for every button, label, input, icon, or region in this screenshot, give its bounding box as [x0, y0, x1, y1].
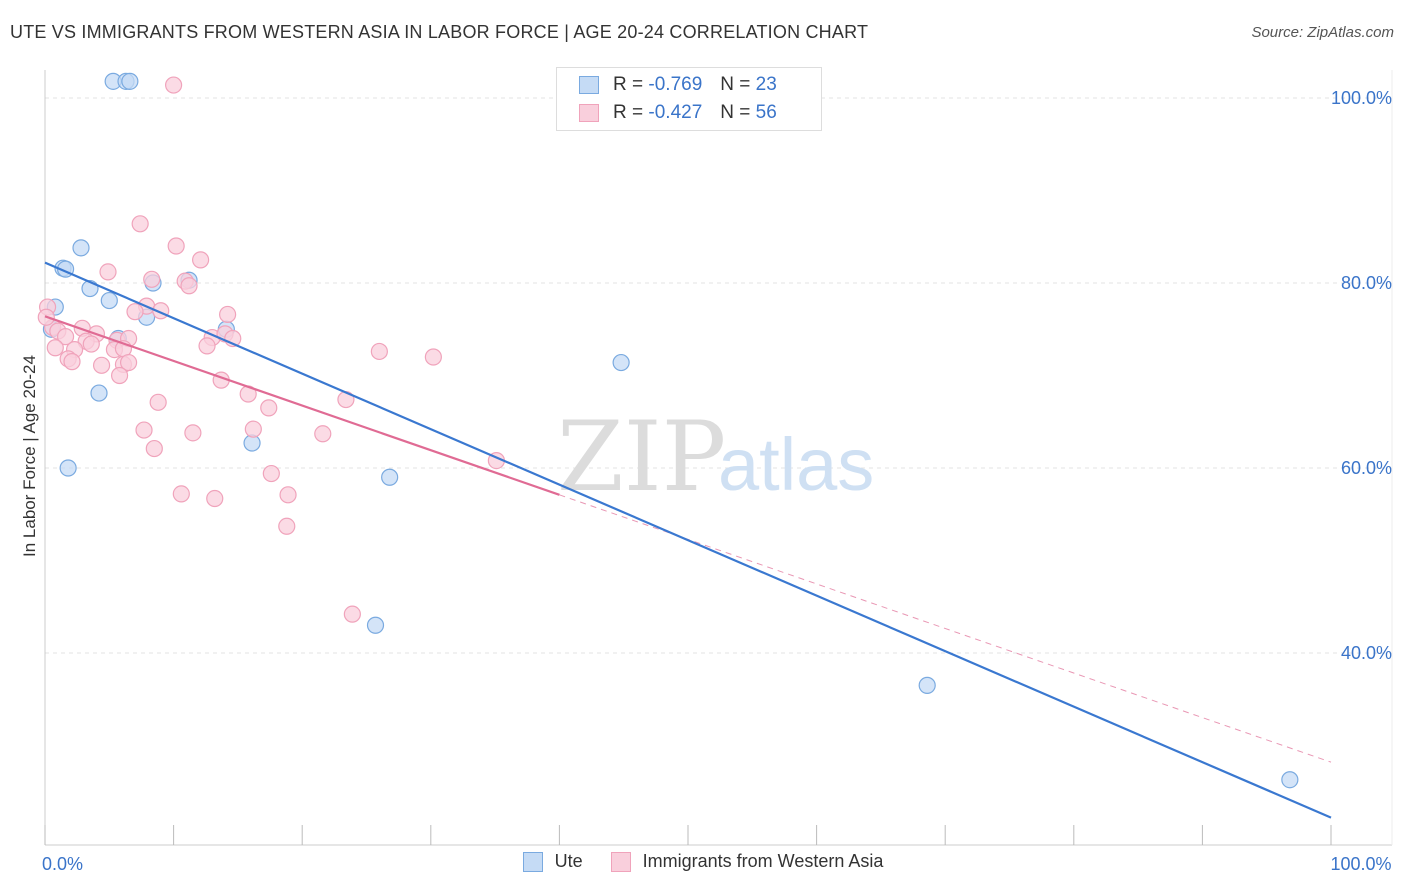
stats-legend-row-ute: R = -0.769 N = 23: [579, 72, 777, 98]
chart-source: Source: ZipAtlas.com: [1251, 24, 1394, 41]
legend-swatch-immigrants: [610, 851, 631, 872]
watermark-atlas: atlas: [718, 423, 874, 506]
point-immigrants: [63, 353, 81, 371]
point-ute: [1281, 771, 1299, 789]
point-immigrants: [165, 76, 183, 94]
n-label: N =: [720, 102, 751, 123]
point-immigrants: [184, 424, 202, 442]
x-tick-label: 100.0%: [1330, 854, 1391, 874]
point-immigrants: [279, 486, 297, 504]
grid-lines: [45, 97, 1392, 654]
point-immigrants: [314, 425, 332, 443]
r-label: R =: [613, 102, 644, 123]
r-label: R =: [613, 74, 644, 95]
point-immigrants: [82, 335, 100, 353]
point-immigrants: [192, 251, 210, 269]
point-immigrants: [46, 339, 64, 357]
legend-label-immigrants: Immigrants from Western Asia: [642, 851, 884, 871]
point-ute: [59, 459, 77, 477]
point-immigrants: [92, 356, 111, 374]
point-immigrants: [135, 421, 153, 439]
legend-swatch-ute: [522, 851, 543, 872]
point-ute: [612, 353, 630, 372]
n-value: 56: [755, 102, 777, 123]
point-immigrants: [424, 348, 442, 366]
point-immigrants: [56, 328, 75, 346]
y-tick-label: 40.0%: [1341, 643, 1392, 663]
point-immigrants: [260, 399, 278, 417]
legend-swatch-ute: [579, 76, 599, 94]
tick-labels: 100.0% 80.0% 60.0% 40.0% 0.0% 100.0%: [42, 88, 1392, 874]
y-tick-label: 80.0%: [1341, 273, 1392, 293]
point-immigrants: [370, 342, 388, 361]
point-immigrants: [126, 303, 144, 321]
point-immigrants: [278, 517, 296, 535]
point-immigrants: [219, 305, 237, 324]
n-label: N =: [720, 74, 751, 95]
trend-lines: [44, 261, 1332, 819]
axes: [44, 70, 1393, 846]
n-value: 23: [755, 74, 777, 95]
point-immigrants: [167, 237, 185, 255]
point-ute: [366, 616, 385, 634]
x-tick-label: 0.0%: [42, 854, 83, 874]
watermark: ZIP atlas: [557, 401, 874, 513]
stats-legend: R = -0.769 N = 23 R = -0.427 N = 56: [556, 67, 822, 131]
r-value: -0.427: [648, 102, 703, 123]
point-immigrants: [131, 215, 149, 233]
point-immigrants: [198, 337, 216, 355]
point-ute: [90, 384, 108, 402]
point-immigrants: [149, 393, 167, 411]
y-tick-label: 60.0%: [1341, 458, 1392, 478]
chart-title: UTE VS IMMIGRANTS FROM WESTERN ASIA IN L…: [10, 22, 869, 42]
point-immigrants: [119, 353, 138, 372]
y-tick-label: 100.0%: [1331, 88, 1392, 108]
trend-line-immigrants: [44, 315, 560, 496]
legend-item-immigrants: Immigrants from Western Asia: [610, 851, 884, 872]
point-ute: [100, 291, 118, 310]
point-ute: [72, 239, 90, 257]
trend-line-ute: [44, 261, 1332, 819]
point-immigrants: [172, 485, 190, 503]
series-legend: Ute Immigrants from Western Asia: [0, 851, 1406, 872]
point-immigrants: [244, 420, 262, 438]
point-immigrants: [143, 270, 161, 288]
watermark-zip: ZIP: [557, 401, 726, 513]
legend-item-ute: Ute: [522, 851, 583, 872]
stats-legend-row-immigrants: R = -0.427 N = 56: [579, 100, 777, 126]
point-immigrants: [110, 366, 129, 385]
point-ute: [121, 72, 139, 90]
point-immigrants: [262, 464, 280, 483]
legend-swatch-immigrants: [579, 104, 599, 122]
point-ute: [381, 468, 399, 486]
legend-label-ute: Ute: [554, 851, 583, 871]
r-value: -0.769: [648, 74, 703, 95]
point-ute: [918, 676, 936, 694]
point-immigrants: [206, 489, 224, 508]
point-immigrants: [145, 439, 163, 458]
point-immigrants: [180, 277, 198, 295]
point-immigrants: [343, 605, 361, 623]
point-immigrants: [99, 263, 117, 281]
